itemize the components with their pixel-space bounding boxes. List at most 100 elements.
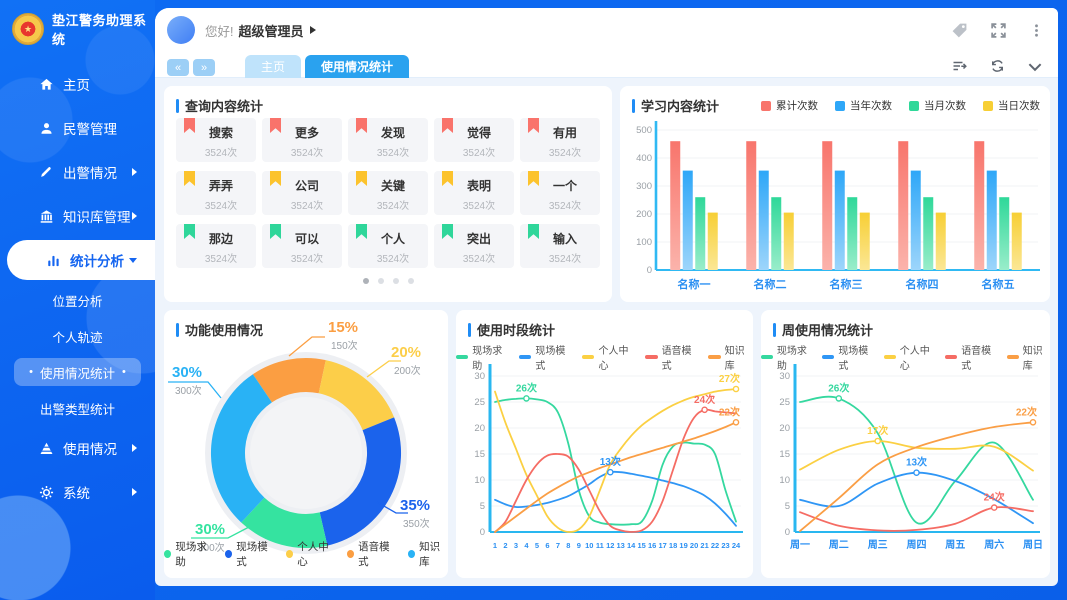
svg-text:35%: 35%	[400, 497, 430, 514]
chevron-right-icon	[132, 168, 137, 176]
query-word-card[interactable]: 表明 3524次	[434, 171, 514, 215]
sidebar-item-usage[interactable]: 使用情况	[0, 426, 155, 470]
query-word-card[interactable]: 一个 3524次	[520, 171, 600, 215]
legend-item-个人中心[interactable]: 个人中心	[883, 342, 936, 372]
app-logo[interactable]: 垫江警务助理系统	[0, 0, 155, 48]
query-word-card[interactable]: 公司 3524次	[262, 171, 342, 215]
panel-learning-stats: 学习内容统计 累计次数 当年次数 当月次数 当日次数 0 100 200 300 400 500…	[620, 86, 1050, 302]
svg-text:9: 9	[577, 541, 581, 550]
sidebar-item-label: 系统	[63, 486, 90, 501]
user-avatar[interactable]	[167, 16, 195, 44]
query-word: 可以	[294, 232, 319, 246]
sidebar-subitem[interactable]: • 使用情况统计 •	[14, 358, 141, 386]
legend-item-现场模式[interactable]: 现场模式	[224, 539, 275, 569]
carousel-dot[interactable]	[377, 278, 384, 284]
tabs-scroll-left-button[interactable]: «	[167, 59, 189, 76]
legend-item-现场求助[interactable]: 现场求助	[761, 342, 813, 372]
sidebar-item-officer[interactable]: 民警管理	[0, 106, 155, 150]
carousel-dot[interactable]	[362, 278, 369, 284]
refresh-icon[interactable]	[989, 58, 1006, 74]
legend-item-语音模式[interactable]: 语音模式	[346, 539, 397, 569]
sidebar-item-system[interactable]: 系统	[0, 470, 155, 514]
police-badge-icon	[12, 13, 44, 45]
legend-item-当日次数[interactable]: 当日次数	[983, 98, 1040, 113]
legend-item-现场模式[interactable]: 现场模式	[822, 342, 874, 372]
sidebar-item-library[interactable]: 知识库管理	[0, 194, 155, 238]
legend-item-现场求助[interactable]: 现场求助	[456, 342, 510, 372]
svg-text:16: 16	[648, 541, 656, 550]
fullscreen-icon[interactable]	[990, 22, 1007, 39]
query-word-card[interactable]: 关键 3524次	[348, 171, 428, 215]
query-word-card[interactable]: 更多 3524次	[262, 118, 342, 162]
legend-item-知识库[interactable]: 知识库	[1006, 342, 1050, 372]
carousel-dot[interactable]	[407, 278, 414, 284]
query-card-grid: 搜索 3524次 更多 3524次 发现 3524次 觉得 3524次 有用 3524次弄弄 352…	[176, 118, 600, 268]
sidebar-item-home[interactable]: 主页	[0, 62, 155, 106]
legend-label: 现场求助	[472, 346, 503, 372]
query-word-card[interactable]: 弄弄 3524次	[176, 171, 256, 215]
sidebar-item-label: 主页	[63, 78, 90, 93]
svg-text:周日: 周日	[1023, 539, 1043, 551]
legend-item-知识库[interactable]: 知识库	[407, 539, 448, 569]
query-word: 表明	[466, 179, 491, 193]
tab-主页[interactable]: 主页	[245, 55, 302, 78]
legend-item-当年次数[interactable]: 当年次数	[835, 98, 892, 113]
svg-text:15%: 15%	[328, 319, 358, 336]
tabs-scroll-right-button[interactable]: »	[193, 59, 215, 76]
legend-item-当月次数[interactable]: 当月次数	[909, 98, 966, 113]
legend-label: 当年次数	[850, 100, 892, 112]
query-count: 3524次	[290, 148, 324, 159]
svg-text:15: 15	[474, 449, 485, 460]
sidebar-subitem[interactable]: •个人轨迹•	[0, 318, 155, 354]
query-word-card[interactable]: 那边 3524次	[176, 224, 256, 268]
sidebar-item-dispatch[interactable]: 出警情况	[0, 150, 155, 194]
legend-item-个人中心[interactable]: 个人中心	[285, 539, 336, 569]
svg-text:8: 8	[566, 541, 570, 550]
query-word-card[interactable]: 突出 3524次	[434, 224, 514, 268]
sidebar-subitem-label: 位置分析	[52, 294, 103, 309]
legend-item-语音模式[interactable]: 语音模式	[645, 342, 699, 372]
legend-item-现场求助[interactable]: 现场求助	[164, 539, 214, 569]
filter-icon[interactable]	[951, 58, 969, 74]
legend-item-语音模式[interactable]: 语音模式	[945, 342, 997, 372]
sidebar-subitem[interactable]: •位置分析•	[0, 282, 155, 318]
legend-item-现场模式[interactable]: 现场模式	[519, 342, 573, 372]
user-menu-arrow-icon[interactable]	[309, 26, 316, 34]
sidebar-subitem-label: 个人轨迹	[52, 330, 103, 345]
query-word-card[interactable]: 发现 3524次	[348, 118, 428, 162]
sidebar-subitem[interactable]: •出警类型统计•	[0, 390, 155, 426]
panel-weekly-usage: 周使用情况统计 现场求助 现场模式 个人中心 语音模式 知识库 0 5 10 15 20 25 30…	[761, 310, 1050, 578]
query-word: 一个	[552, 179, 577, 193]
query-word-card[interactable]: 觉得 3524次	[434, 118, 514, 162]
legend-item-累计次数[interactable]: 累计次数	[761, 98, 818, 113]
legend-swatch	[224, 550, 233, 558]
svg-text:30%: 30%	[195, 521, 225, 538]
svg-text:19: 19	[679, 541, 687, 550]
legend-label: 现场求助	[776, 346, 807, 372]
sidebar-item-stats[interactable]: 统计分析	[7, 240, 155, 280]
username[interactable]: 超级管理员	[238, 23, 304, 39]
svg-text:15: 15	[638, 541, 646, 550]
panel-title: 学习内容统计	[632, 96, 719, 115]
more-options-icon[interactable]	[1029, 22, 1044, 39]
legend-swatch	[456, 355, 469, 359]
tag-icon[interactable]	[951, 22, 968, 39]
legend-item-个人中心[interactable]: 个人中心	[582, 342, 636, 372]
weekly-line-chart: 0 5 10 15 20 25 30 周一 周二 周三 周四 周五 周六 周日 26次 17次 13次 24次 22…	[767, 362, 1044, 567]
query-word-card[interactable]: 输入 3524次	[520, 224, 600, 268]
svg-text:25: 25	[779, 397, 790, 408]
svg-text:200: 200	[636, 209, 652, 220]
query-word-card[interactable]: 可以 3524次	[262, 224, 342, 268]
query-word-card[interactable]: 搜索 3524次	[176, 118, 256, 162]
carousel-dot[interactable]	[392, 278, 399, 284]
greeting-text: 您好!	[205, 24, 234, 39]
legend-label: 知识库	[724, 346, 745, 372]
legend-item-知识库[interactable]: 知识库	[708, 342, 753, 372]
query-word-card[interactable]: 有用 3524次	[520, 118, 600, 162]
tab-使用情况统计[interactable]: 使用情况统计	[305, 55, 410, 78]
svg-text:12: 12	[606, 541, 614, 550]
sidebar-item-label: 民警管理	[63, 122, 117, 137]
collapse-chevron-icon[interactable]	[1026, 60, 1044, 74]
svg-text:30: 30	[474, 371, 485, 382]
query-word-card[interactable]: 个人 3524次	[348, 224, 428, 268]
